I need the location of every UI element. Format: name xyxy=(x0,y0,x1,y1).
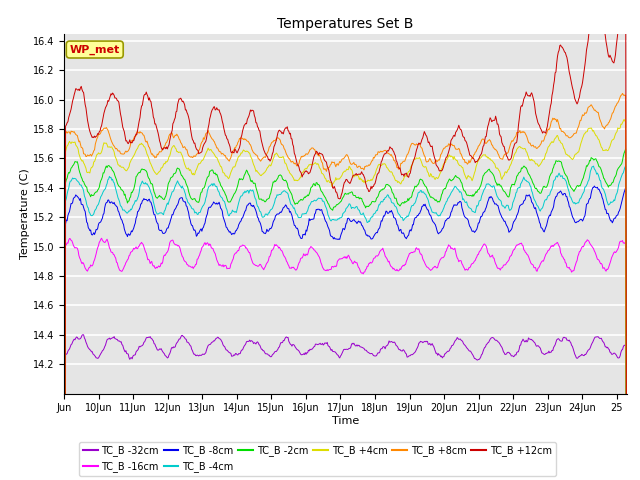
Legend: TC_B -32cm, TC_B -16cm, TC_B -8cm, TC_B -4cm, TC_B -2cm, TC_B +4cm, TC_B +8cm, T: TC_B -32cm, TC_B -16cm, TC_B -8cm, TC_B … xyxy=(79,442,556,476)
Text: WP_met: WP_met xyxy=(70,44,120,55)
X-axis label: Time: Time xyxy=(332,416,359,426)
Title: Temperatures Set B: Temperatures Set B xyxy=(277,17,414,31)
Y-axis label: Temperature (C): Temperature (C) xyxy=(20,168,30,259)
